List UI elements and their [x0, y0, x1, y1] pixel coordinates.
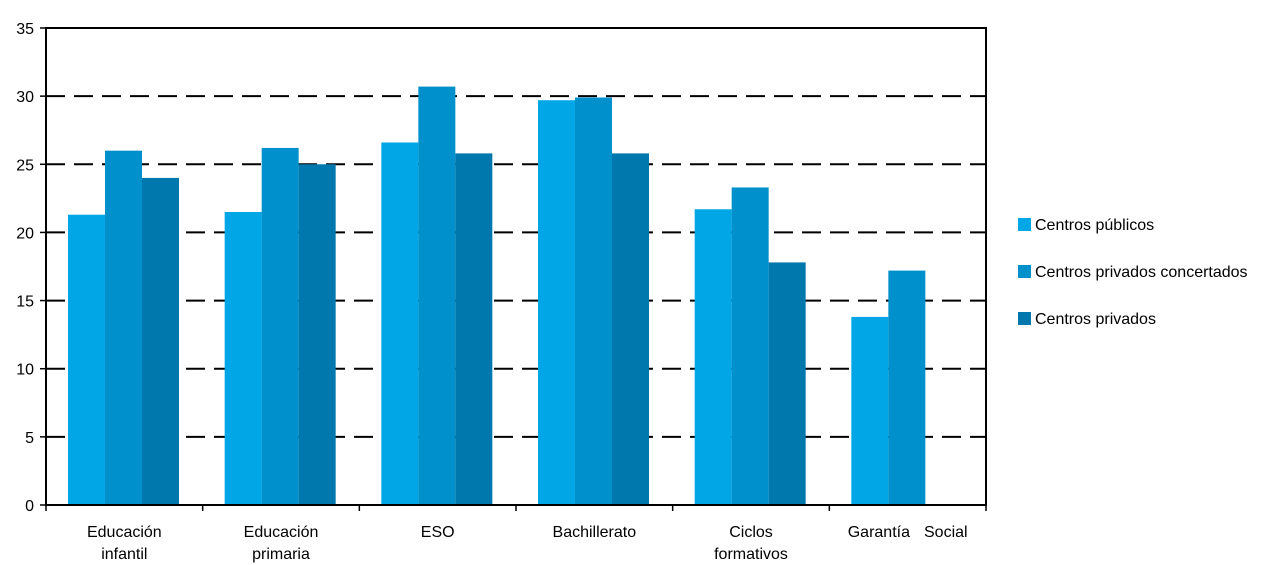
- bar-2-1: [105, 150, 142, 505]
- y-tick-label: 35: [16, 21, 34, 38]
- x-category-label: Bachillerato: [553, 524, 637, 541]
- legend-swatch-2: [1018, 265, 1031, 278]
- legend-label-1: Centros públicos: [1035, 217, 1154, 234]
- legend-swatch-3: [1018, 312, 1031, 325]
- x-category-label: infantil: [101, 546, 147, 563]
- bar-3-3: [455, 153, 493, 505]
- y-tick-label: 0: [25, 498, 34, 515]
- bar-1-2: [224, 211, 262, 505]
- plot-frame: [45, 27, 987, 506]
- y-tick-label: 5: [25, 430, 34, 447]
- x-category-label: Educación: [244, 524, 319, 541]
- bar-3-5: [768, 262, 806, 505]
- bar-1-1: [68, 214, 105, 505]
- legend-label-2: Centros privados concertados: [1035, 264, 1248, 281]
- x-axis-categories: Educación infantil Educación primaria ESO Bac…: [45, 505, 987, 563]
- bar-2-2: [261, 147, 299, 505]
- bar-1-5: [694, 209, 732, 505]
- plot-border: [45, 27, 987, 506]
- legend-swatch-1: [1018, 218, 1031, 231]
- x-category-label: ESO: [421, 524, 455, 541]
- x-category-label: Educación: [87, 524, 162, 541]
- x-category-label: primaria: [252, 546, 310, 563]
- bar-1-3: [381, 142, 419, 506]
- y-tick-label: 15: [16, 294, 34, 311]
- bar-3-1: [142, 177, 179, 505]
- bar-1-4: [538, 100, 575, 505]
- bar-2-5: [731, 187, 769, 505]
- y-tick-label: 30: [16, 89, 34, 106]
- gridlines: [46, 95, 986, 438]
- y-tick-label: 10: [16, 362, 34, 379]
- bar-2-3: [418, 86, 456, 506]
- bars: [68, 86, 926, 506]
- y-tick-label: 20: [16, 225, 34, 242]
- bar-2-6: [888, 270, 926, 505]
- bar-2-4: [575, 97, 612, 506]
- y-axis-ticks: 0 5 10 15 20 25 30 35: [16, 21, 46, 515]
- legend: Centros públicos Centros privados concert…: [1018, 217, 1248, 328]
- bar-1-6: [851, 316, 889, 505]
- legend-label-3: Centros privados: [1035, 311, 1156, 328]
- bar-3-2: [298, 164, 336, 506]
- x-category-label: Garantía Social: [848, 524, 968, 541]
- y-tick-label: 25: [16, 157, 34, 174]
- bar-3-4: [612, 153, 649, 505]
- x-category-label: formativos: [714, 546, 788, 563]
- x-category-label: Ciclos: [729, 524, 773, 541]
